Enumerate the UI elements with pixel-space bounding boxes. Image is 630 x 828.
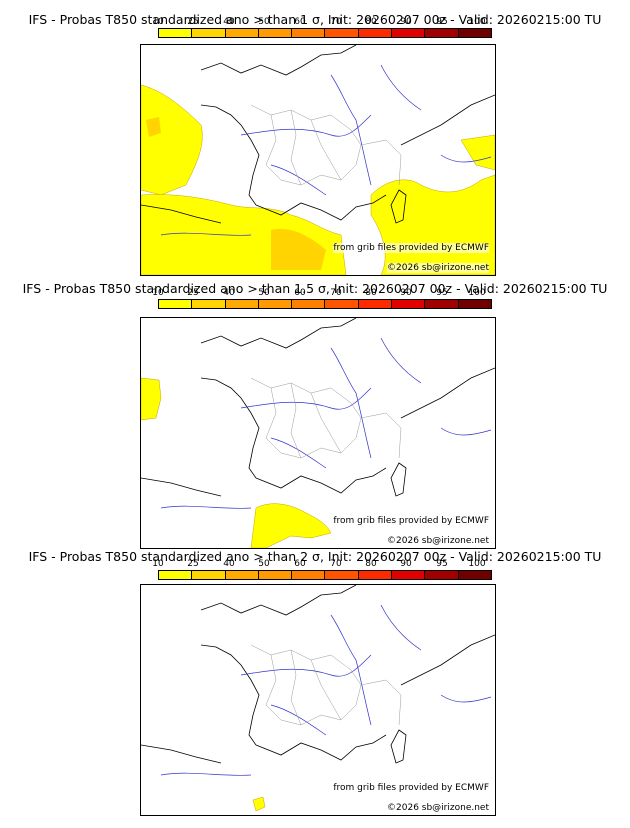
scale-swatch bbox=[392, 300, 426, 308]
scale-label: 60 bbox=[294, 288, 306, 298]
color-scale-labels: 10 25 40 50 60 70 80 90 95 100 bbox=[150, 288, 490, 299]
borders bbox=[250, 104, 402, 186]
scale-swatch bbox=[258, 29, 293, 37]
scale-swatch bbox=[192, 29, 226, 37]
copyright-text: ©2026 sb@irizone.net bbox=[387, 536, 489, 546]
scale-label: 50 bbox=[258, 288, 270, 298]
probability-field bbox=[141, 377, 332, 548]
scale-swatch bbox=[292, 300, 326, 308]
scale-swatch bbox=[358, 29, 393, 37]
scale-swatch bbox=[425, 300, 459, 308]
map-panel-1: IFS - Probas T850 standardized ano > tha… bbox=[0, 0, 630, 276]
scale-label: 90 bbox=[400, 559, 412, 569]
scale-swatch bbox=[458, 29, 491, 37]
coastline bbox=[141, 45, 495, 224]
copyright-text: ©2026 sb@irizone.net bbox=[387, 803, 489, 813]
scale-label: 40 bbox=[223, 288, 235, 298]
scale-swatch bbox=[192, 571, 226, 579]
rivers bbox=[160, 337, 492, 509]
scale-label: 60 bbox=[294, 17, 306, 27]
coastline bbox=[141, 585, 495, 764]
map-panel-2: IFS - Probas T850 standardized ano > tha… bbox=[0, 272, 630, 549]
color-scale-bar bbox=[158, 570, 492, 580]
scale-swatch bbox=[258, 300, 293, 308]
scale-label: 80 bbox=[365, 288, 377, 298]
panel-title: IFS - Probas T850 standardized ano > tha… bbox=[28, 12, 602, 27]
scale-label: 95 bbox=[436, 17, 448, 27]
panel-title: IFS - Probas T850 standardized ano > tha… bbox=[28, 549, 602, 564]
rivers bbox=[160, 604, 492, 776]
scale-label: 60 bbox=[294, 559, 306, 569]
map-graphic bbox=[141, 45, 495, 275]
scale-label: 70 bbox=[330, 559, 342, 569]
scale-label: 10 bbox=[152, 288, 164, 298]
scale-label: 25 bbox=[187, 288, 199, 298]
scale-swatch bbox=[192, 300, 226, 308]
scale-swatch bbox=[225, 300, 259, 308]
scale-label: 90 bbox=[400, 17, 412, 27]
scale-label: 95 bbox=[436, 559, 448, 569]
scale-label: 25 bbox=[187, 17, 199, 27]
scale-swatch bbox=[392, 571, 426, 579]
scale-swatch bbox=[392, 29, 426, 37]
color-scale-labels: 10 25 40 50 60 70 80 90 95 100 bbox=[150, 559, 490, 570]
scale-label: 70 bbox=[330, 288, 342, 298]
color-scale-bar bbox=[158, 28, 492, 38]
scale-swatch bbox=[425, 571, 459, 579]
scale-swatch bbox=[225, 571, 259, 579]
probability-field-25 bbox=[146, 117, 326, 270]
borders bbox=[250, 644, 402, 726]
scale-swatch bbox=[159, 29, 193, 37]
scale-swatch bbox=[358, 571, 393, 579]
probability-field bbox=[252, 796, 266, 812]
scale-swatch bbox=[292, 29, 326, 37]
probability-map: from grib files provided by ECMWF ©2026 … bbox=[140, 44, 496, 276]
scale-swatch bbox=[458, 300, 491, 308]
scale-label: 70 bbox=[330, 17, 342, 27]
source-credit: from grib files provided by ECMWF bbox=[333, 243, 489, 253]
scale-swatch bbox=[458, 571, 491, 579]
source-credit: from grib files provided by ECMWF bbox=[333, 783, 489, 793]
scale-swatch bbox=[292, 571, 326, 579]
scale-label: 100 bbox=[468, 288, 486, 298]
scale-swatch bbox=[425, 29, 459, 37]
probability-map: from grib files provided by ECMWF ©2026 … bbox=[140, 317, 496, 549]
scale-swatch bbox=[325, 571, 359, 579]
scale-label: 80 bbox=[365, 17, 377, 27]
scale-swatch bbox=[325, 29, 359, 37]
copyright-text: ©2026 sb@irizone.net bbox=[387, 263, 489, 273]
source-credit: from grib files provided by ECMWF bbox=[333, 516, 489, 526]
color-scale-labels: 10 25 40 50 60 70 80 90 95 100 bbox=[150, 17, 490, 28]
borders bbox=[250, 377, 402, 459]
scale-label: 50 bbox=[258, 17, 270, 27]
scale-label: 80 bbox=[365, 559, 377, 569]
scale-label: 90 bbox=[400, 288, 412, 298]
scale-label: 95 bbox=[436, 288, 448, 298]
scale-swatch bbox=[358, 300, 393, 308]
scale-swatch bbox=[225, 29, 259, 37]
scale-label: 100 bbox=[468, 559, 486, 569]
probability-map: from grib files provided by ECMWF ©2026 … bbox=[140, 584, 496, 816]
scale-swatch bbox=[159, 300, 193, 308]
scale-label: 10 bbox=[152, 559, 164, 569]
scale-label: 40 bbox=[223, 559, 235, 569]
map-graphic bbox=[141, 318, 495, 548]
rivers bbox=[160, 64, 492, 236]
scale-label: 40 bbox=[223, 17, 235, 27]
scale-label: 10 bbox=[152, 17, 164, 27]
scale-swatch bbox=[258, 571, 293, 579]
map-graphic bbox=[141, 585, 495, 812]
scale-label: 100 bbox=[468, 17, 486, 27]
scale-label: 25 bbox=[187, 559, 199, 569]
panel-title: IFS - Probas T850 standardized ano > tha… bbox=[22, 281, 608, 296]
coastline bbox=[141, 318, 495, 497]
color-scale-bar bbox=[158, 299, 492, 309]
scale-label: 50 bbox=[258, 559, 270, 569]
scale-swatch bbox=[159, 571, 193, 579]
map-panel-3: IFS - Probas T850 standardized ano > tha… bbox=[0, 543, 630, 818]
scale-swatch bbox=[325, 300, 359, 308]
